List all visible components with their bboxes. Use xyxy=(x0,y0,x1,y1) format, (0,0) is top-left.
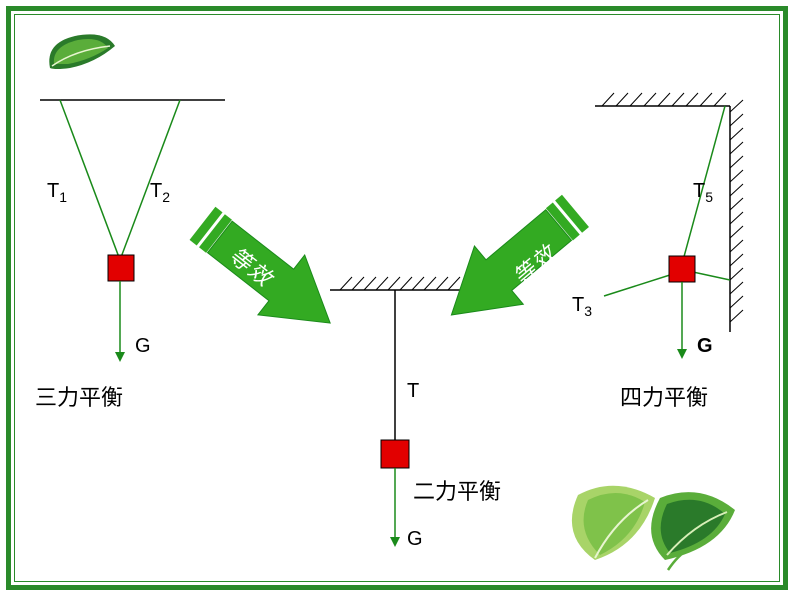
label-t1: T1 xyxy=(47,180,67,205)
center-diagram xyxy=(330,277,460,547)
caption-right: 四力平衡 xyxy=(620,380,708,412)
label-t2: T2 xyxy=(150,180,170,205)
diagram-svg xyxy=(0,0,794,596)
caption-left: 三力平衡 xyxy=(35,380,123,412)
label-t5: T5 xyxy=(693,180,713,205)
label-t-center: T xyxy=(407,380,419,403)
caption-center: 二力平衡 xyxy=(413,474,501,506)
label-t3: T3 xyxy=(572,294,592,319)
right-diagram xyxy=(595,93,743,359)
leaf-bottom-icon xyxy=(572,486,735,570)
label-g-center: G xyxy=(407,528,423,551)
label-g-left: G xyxy=(135,335,151,358)
leaf-top-icon xyxy=(49,34,115,69)
label-g-right: G xyxy=(697,335,713,358)
